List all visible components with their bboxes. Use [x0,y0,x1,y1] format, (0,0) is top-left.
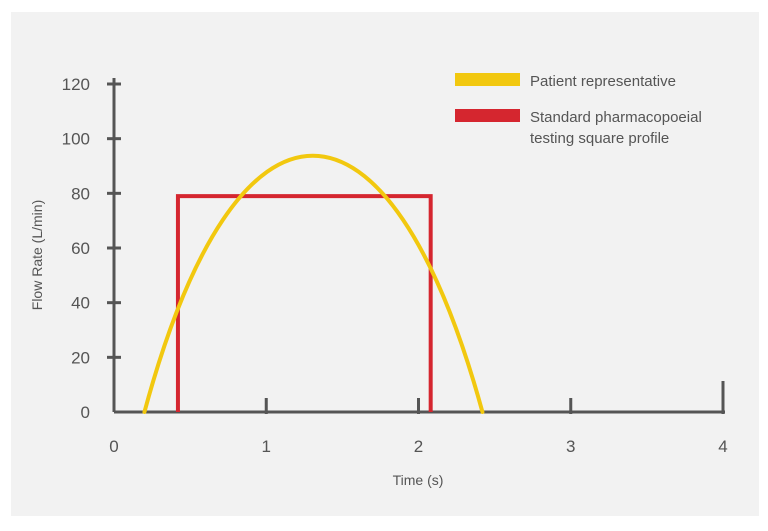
y-tick-label: 100 [62,130,90,149]
y-tick-label: 20 [71,348,90,367]
y-tick-label: 120 [62,75,90,94]
series-layer [142,153,485,414]
x-tick-label: 0 [109,437,118,456]
x-tick-label: 2 [414,437,423,456]
chart-panel [11,12,759,516]
legend-swatch-square [455,109,520,122]
y-tick-label: 40 [71,294,90,313]
y-tick-label: 0 [81,403,90,422]
x-ticks: 0 1 2 3 4 [109,381,728,456]
x-tick-label: 1 [262,437,271,456]
y-axis-title: Flow Rate (L/min) [29,200,45,310]
series-patient-line [142,153,485,414]
legend-label-patient: Patient representative [530,73,676,90]
legend: Patient representative Standard pharmaco… [455,73,702,147]
x-axis-title: Time (s) [393,472,444,488]
y-tick-label: 80 [71,184,90,203]
legend-label-square-line2: testing square profile [530,130,669,147]
y-ticks: 0 20 40 60 80 100 120 [62,75,121,422]
legend-label-square-line1: Standard pharmacopoeial [530,109,702,126]
legend-swatch-patient [455,73,520,86]
x-tick-label: 3 [566,437,575,456]
y-tick-label: 60 [71,239,90,258]
x-tick-label: 4 [718,437,727,456]
